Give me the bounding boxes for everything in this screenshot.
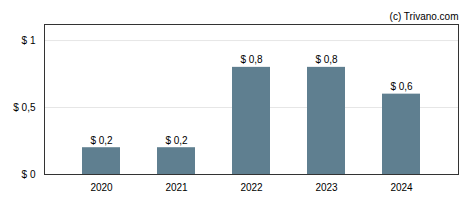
svg-text:$ 1: $ 1 <box>22 35 36 46</box>
svg-text:$ 0: $ 0 <box>22 169 36 180</box>
svg-text:2021: 2021 <box>165 182 188 193</box>
svg-text:$ 0,8: $ 0,8 <box>240 54 263 65</box>
svg-text:(c) Trivano.com: (c) Trivano.com <box>390 11 459 22</box>
svg-text:2022: 2022 <box>240 182 263 193</box>
svg-text:$ 0,2: $ 0,2 <box>165 135 188 146</box>
svg-text:$ 0,6: $ 0,6 <box>390 81 413 92</box>
svg-text:2023: 2023 <box>315 182 338 193</box>
svg-text:2024: 2024 <box>390 182 413 193</box>
svg-text:$ 0,5: $ 0,5 <box>13 102 36 113</box>
svg-text:$ 0,2: $ 0,2 <box>90 135 113 146</box>
svg-text:$ 0,8: $ 0,8 <box>315 54 338 65</box>
svg-text:2020: 2020 <box>90 182 113 193</box>
